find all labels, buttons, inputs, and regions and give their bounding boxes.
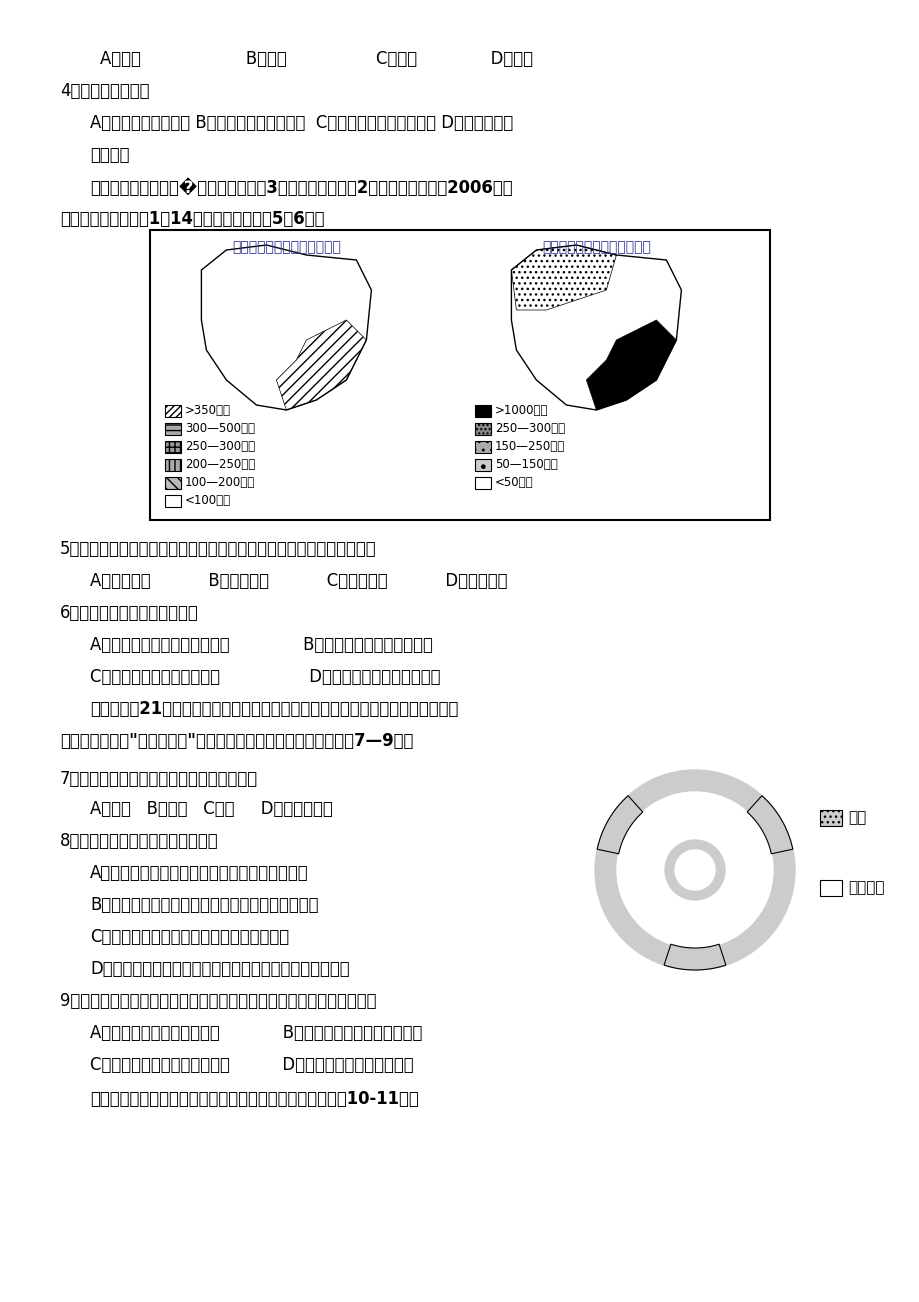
Text: 出比较理想化的"环状＋楔状"城市绿地系统（如下图）。据此完成7—9题。: 出比较理想化的"环状＋楔状"城市绿地系统（如下图）。据此完成7—9题。 bbox=[60, 732, 413, 750]
Bar bbox=[165, 495, 181, 506]
Bar bbox=[819, 880, 841, 896]
Text: 4．甲、乙两国相比: 4．甲、乙两国相比 bbox=[60, 82, 150, 100]
Text: 中国民工流入省份空间分布图: 中国民工流入省份空间分布图 bbox=[541, 240, 650, 254]
Text: 中国民工流出省份空间分布图: 中国民工流出省份空间分布图 bbox=[232, 240, 340, 254]
Bar bbox=[165, 405, 181, 417]
Text: 150—250万人: 150—250万人 bbox=[494, 440, 564, 453]
Polygon shape bbox=[585, 320, 675, 410]
Bar bbox=[150, 230, 769, 519]
Text: 国外出务工的农民达1．14亿。读下图，完成5～6题。: 国外出务工的农民达1．14亿。读下图，完成5～6题。 bbox=[60, 210, 324, 228]
Text: 7．生态城市是一个以什么为核心的生态系统: 7．生态城市是一个以什么为核心的生态系统 bbox=[60, 769, 258, 788]
Text: 100—200万人: 100—200万人 bbox=[185, 477, 255, 490]
Text: 9．按照生态城市的特点，由市中心向外围，各功能的布局较为合理的是: 9．按照生态城市的特点，由市中心向外围，各功能的布局较为合理的是 bbox=[60, 992, 376, 1010]
Text: C．加快西部地区的农业发展                 D．加速中部地区的资源开发: C．加快西部地区的农业发展 D．加速中部地区的资源开发 bbox=[90, 668, 440, 686]
Polygon shape bbox=[746, 796, 792, 854]
Text: C．工业区、公共设施、住宅区          D．商业区、工业区、住宅区: C．工业区、公共设施、住宅区 D．商业区、工业区、住宅区 bbox=[90, 1056, 414, 1074]
Circle shape bbox=[664, 840, 724, 900]
Text: 300—500万人: 300—500万人 bbox=[185, 423, 255, 435]
Text: 读某城市某功能区内的日均地铁分时段客运量统计图，回答10-11题。: 读某城市某功能区内的日均地铁分时段客运量统计图，回答10-11题。 bbox=[90, 1090, 418, 1108]
Text: A．既保护了城市环境，又将郊野的绿地引入城市: A．既保护了城市环境，又将郊野的绿地引入城市 bbox=[90, 865, 308, 881]
Text: A．商业区、住宅区、工业区            B．公共设施、住宅区、工业区: A．商业区、住宅区、工业区 B．公共设施、住宅区、工业区 bbox=[90, 1023, 422, 1042]
Text: <100万人: <100万人 bbox=[185, 495, 231, 508]
Bar bbox=[474, 405, 491, 417]
Bar bbox=[474, 477, 491, 490]
Text: 6．我国目前的这种人口流动将: 6．我国目前的这种人口流动将 bbox=[60, 604, 199, 622]
Text: B．楔形绿地可能将清凉的风、新鲜的空气引入城市: B．楔形绿地可能将清凉的风、新鲜的空气引入城市 bbox=[90, 896, 318, 914]
Text: 其他用地: 其他用地 bbox=[847, 880, 883, 896]
Bar bbox=[474, 460, 491, 471]
Polygon shape bbox=[596, 796, 642, 854]
Text: >1000万人: >1000万人 bbox=[494, 405, 548, 418]
Bar bbox=[165, 460, 181, 471]
Text: 250—300万人: 250—300万人 bbox=[494, 423, 564, 435]
Text: C．环状绿地对城市的景观有一定的装饰作用: C．环状绿地对城市的景观有一定的装饰作用 bbox=[90, 928, 289, 947]
Bar bbox=[819, 810, 841, 825]
Bar bbox=[165, 477, 181, 490]
Text: A．商业   B．行政   C．人     D．资本与市场: A．商业 B．行政 C．人 D．资本与市场 bbox=[90, 799, 333, 818]
Text: <50万人: <50万人 bbox=[494, 477, 533, 490]
Text: D．城市绿地把城市分割成条条块块，不利于城市工业布局: D．城市绿地把城市分割成条条块块，不利于城市工业布局 bbox=[90, 960, 349, 978]
Polygon shape bbox=[664, 944, 725, 970]
Bar bbox=[474, 423, 491, 435]
Bar bbox=[165, 441, 181, 453]
Text: 均寿命短: 均寿命短 bbox=[90, 146, 130, 164]
Circle shape bbox=[595, 769, 794, 970]
Polygon shape bbox=[201, 245, 371, 410]
Text: 绿地: 绿地 bbox=[847, 811, 866, 825]
Polygon shape bbox=[511, 245, 681, 410]
Circle shape bbox=[617, 792, 772, 948]
Text: >350万人: >350万人 bbox=[185, 405, 231, 418]
Text: A．甲国人口出生率低 B．乙国劳动力资源丰富  C．甲国人口自然增长率高 D．乙国人口平: A．甲国人口出生率低 B．乙国劳动力资源丰富 C．甲国人口自然增长率高 D．乙国… bbox=[90, 115, 513, 132]
Circle shape bbox=[675, 850, 714, 891]
Text: 8．有关绿地功能的说法不正确的是: 8．有关绿地功能的说法不正确的是 bbox=[60, 832, 219, 850]
Text: 200—250万人: 200—250万人 bbox=[185, 458, 255, 471]
Text: A．严重阻碍沿海地区经济发展              B．加重沿海地区的环境压力: A．严重阻碍沿海地区经济发展 B．加重沿海地区的环境压力 bbox=[90, 635, 433, 654]
Text: 50—150万人: 50—150万人 bbox=[494, 458, 557, 471]
Text: A．自然因素           B．文化因素           C．政策因素           D．经济因素: A．自然因素 B．文化因素 C．政策因素 D．经济因素 bbox=[90, 572, 507, 590]
Text: 生态城市是21世纪城市发展的方向。在生态城市中，城市绿地尤显得重要，有人提: 生态城市是21世纪城市发展的方向。在生态城市中，城市绿地尤显得重要，有人提 bbox=[90, 700, 458, 717]
Bar bbox=[165, 423, 181, 435]
Text: 5．目前新疆成为我国西部地区人口净迁入最多的省区之一，主要因素是: 5．目前新疆成为我国西部地区人口净迁入最多的省区之一，主要因素是 bbox=[60, 540, 376, 559]
Bar bbox=[474, 441, 491, 453]
Text: 根据国家农调总队的�样调查，中国每3个产业工人中就有2个来自农村地区。2006年中: 根据国家农调总队的�样调查，中国每3个产业工人中就有2个来自农村地区。2006年… bbox=[90, 178, 512, 197]
Text: 250—300万人: 250—300万人 bbox=[185, 440, 255, 453]
Text: A．美国                    B．印度                 C．日本              D．英国: A．美国 B．印度 C．日本 D．英国 bbox=[100, 49, 532, 68]
